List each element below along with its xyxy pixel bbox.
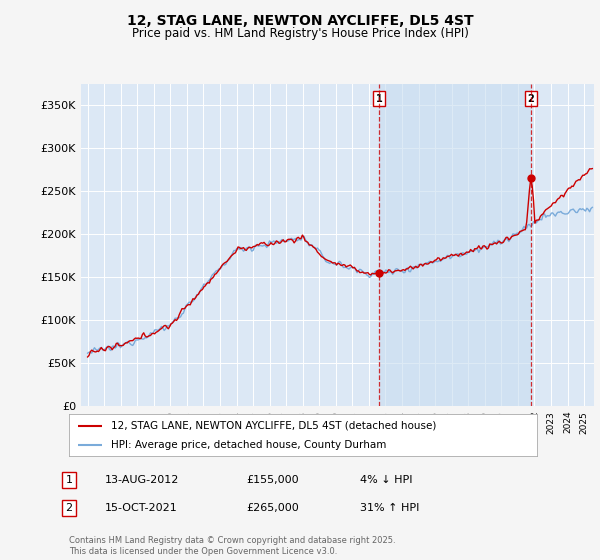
Text: 2: 2 (65, 503, 73, 513)
Text: 31% ↑ HPI: 31% ↑ HPI (360, 503, 419, 513)
Text: 4% ↓ HPI: 4% ↓ HPI (360, 475, 413, 485)
Text: 15-OCT-2021: 15-OCT-2021 (105, 503, 178, 513)
Text: 12, STAG LANE, NEWTON AYCLIFFE, DL5 4ST: 12, STAG LANE, NEWTON AYCLIFFE, DL5 4ST (127, 14, 473, 28)
Text: £265,000: £265,000 (246, 503, 299, 513)
Bar (379, 84, 531, 406)
Text: 12, STAG LANE, NEWTON AYCLIFFE, DL5 4ST (detached house): 12, STAG LANE, NEWTON AYCLIFFE, DL5 4ST … (111, 421, 436, 431)
Text: 13-AUG-2012: 13-AUG-2012 (105, 475, 179, 485)
Text: 1: 1 (65, 475, 73, 485)
Text: Contains HM Land Registry data © Crown copyright and database right 2025.
This d: Contains HM Land Registry data © Crown c… (69, 536, 395, 556)
Text: Price paid vs. HM Land Registry's House Price Index (HPI): Price paid vs. HM Land Registry's House … (131, 27, 469, 40)
Text: £155,000: £155,000 (246, 475, 299, 485)
Text: 1: 1 (376, 94, 383, 104)
Text: 2: 2 (527, 94, 535, 104)
Text: HPI: Average price, detached house, County Durham: HPI: Average price, detached house, Coun… (111, 440, 386, 450)
